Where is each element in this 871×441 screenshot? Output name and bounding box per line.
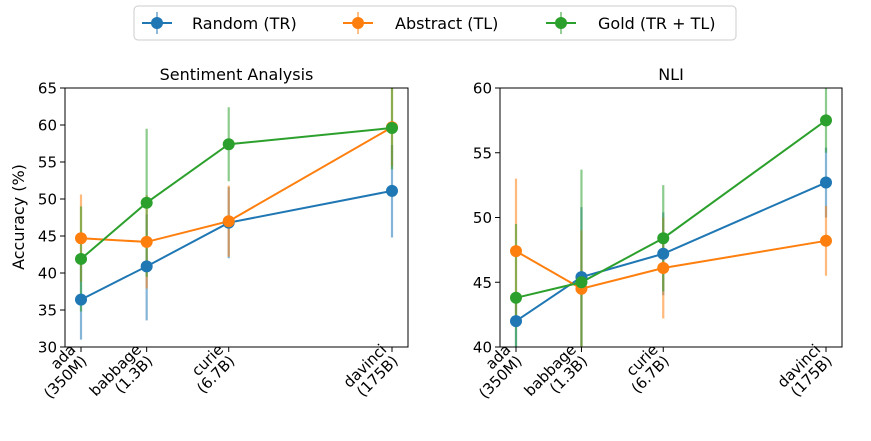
chart-sentiment-ytick-label: 50 [38, 191, 57, 209]
point-gold [510, 291, 522, 304]
legend-marker-abstract [352, 17, 364, 29]
point-random [510, 315, 522, 328]
point-gold [140, 196, 153, 209]
point-gold [386, 121, 398, 134]
legend-item-random: Random (TR) [142, 12, 297, 34]
chart-nli-xtick-label: babbage(1.3B) [521, 341, 592, 412]
chart-sentiment-ytick-label: 30 [38, 339, 57, 357]
chart-nli-markers [510, 114, 832, 328]
chart-sentiment-errorbars [79, 88, 394, 340]
series-line-gold [80, 126, 393, 260]
chart-sentiment-ylabel: Accuracy (%) [9, 164, 28, 270]
chart-nli-frame [499, 87, 843, 348]
point-random [140, 260, 153, 273]
point-gold [222, 138, 235, 151]
chart-nli-errorbars [514, 88, 828, 347]
chart-nli-title: NLI [658, 65, 684, 84]
chart-nli-xtick-label: curie(6.7B) [616, 341, 672, 397]
chart-sentiment-ytick-label: 40 [38, 265, 57, 283]
chart-sentiment-ytick-label: 65 [38, 80, 57, 98]
chart-sentiment-ytick-label: 60 [38, 117, 57, 135]
point-abstract [140, 235, 153, 248]
chart-nli-ytick-label: 60 [473, 80, 492, 98]
point-gold [657, 232, 670, 245]
series-line-abstract [515, 239, 827, 290]
legend-item-abstract: Abstract (TL) [343, 12, 498, 34]
chart-sentiment-xtick-text: curie(6.7B) [182, 341, 238, 397]
chart-sentiment-frame [64, 87, 409, 348]
chart-nli-ytick-label: 50 [473, 209, 492, 227]
chart-sentiment-ytick-label: 45 [38, 228, 57, 246]
chart-sentiment: Sentiment Analysis Accuracy (%) 30 35 40 45… [9, 65, 409, 412]
legend-label-random: Random (TR) [192, 14, 297, 33]
point-gold [75, 252, 87, 265]
point-gold [820, 114, 832, 127]
series-line-random [515, 181, 827, 322]
chart-nli-ytick-label: 40 [473, 339, 492, 357]
point-random [657, 247, 670, 260]
chart-sentiment-xtick-label: curie(6.7B) [182, 341, 238, 397]
chart-sentiment-xtick-text: babbage(1.3B) [86, 341, 157, 412]
legend-label-abstract: Abstract (TL) [395, 14, 498, 33]
legend-label-gold: Gold (TR + TL) [598, 14, 716, 33]
point-abstract [510, 245, 522, 258]
chart-sentiment-ytick-label: 55 [38, 154, 57, 172]
series-line-random [80, 189, 393, 301]
chart-nli-ytick-label: 45 [473, 274, 492, 292]
legend: Random (TR) Abstract (TL) Gold (TR + TL) [133, 5, 737, 41]
point-random [820, 176, 832, 189]
point-gold [575, 276, 588, 289]
point-abstract [657, 262, 670, 275]
chart-sentiment-title: Sentiment Analysis [160, 65, 314, 84]
chart-nli-xtick-text: curie(6.7B) [616, 341, 672, 397]
chart-sentiment-lines [80, 126, 393, 301]
chart-nli-lines [515, 119, 827, 322]
chart-sentiment-markers [75, 121, 398, 306]
point-abstract [820, 234, 832, 247]
legend-marker-random [151, 17, 163, 29]
point-random [386, 184, 398, 197]
chart-nli-ytick-label: 55 [473, 144, 492, 162]
point-abstract [75, 232, 87, 245]
legend-item-gold: Gold (TR + TL) [546, 12, 716, 34]
series-line-abstract [80, 126, 393, 243]
point-random [75, 293, 87, 306]
chart-sentiment-ytick-label: 35 [38, 302, 57, 320]
chart-sentiment-xtick-label: babbage(1.3B) [86, 341, 157, 412]
series-line-gold [515, 119, 827, 299]
chart-nli-xtick-text: babbage(1.3B) [521, 341, 592, 412]
point-abstract [222, 215, 235, 228]
legend-frame [133, 5, 737, 41]
legend-marker-gold [555, 17, 567, 29]
